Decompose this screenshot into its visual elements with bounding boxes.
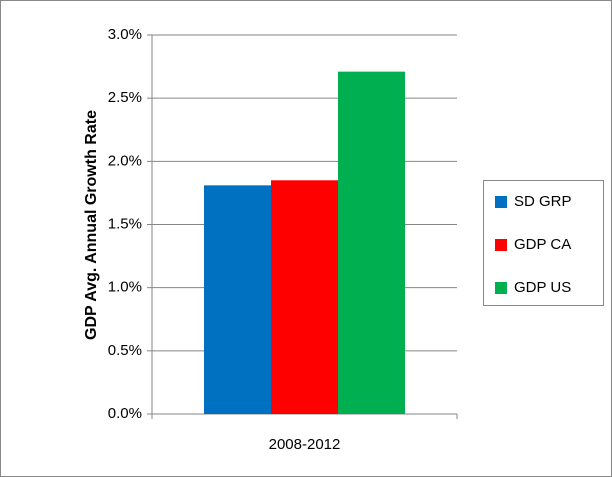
- bar: [271, 180, 338, 414]
- legend-swatch: [495, 239, 507, 251]
- y-axis-title: GDP Avg. Annual Growth Rate: [83, 110, 100, 340]
- legend-swatch: [495, 196, 507, 208]
- y-tick-label: 2.0%: [108, 152, 142, 169]
- legend-label: SD GRP: [514, 193, 572, 210]
- x-tick-label: 2008-2012: [269, 436, 341, 453]
- legend-label: GDP CA: [514, 236, 571, 253]
- bar: [338, 71, 405, 415]
- y-tick-label: 0.5%: [108, 342, 142, 359]
- y-tick-label: 3.0%: [108, 26, 142, 43]
- y-tick-label: 2.5%: [108, 89, 142, 106]
- y-tick-label: 1.0%: [108, 279, 142, 296]
- y-tick-label: 1.5%: [108, 215, 142, 232]
- y-tick-label: 0.0%: [108, 405, 142, 422]
- legend-label: GDP US: [514, 279, 571, 296]
- legend-swatch: [495, 282, 507, 294]
- bar: [204, 185, 271, 414]
